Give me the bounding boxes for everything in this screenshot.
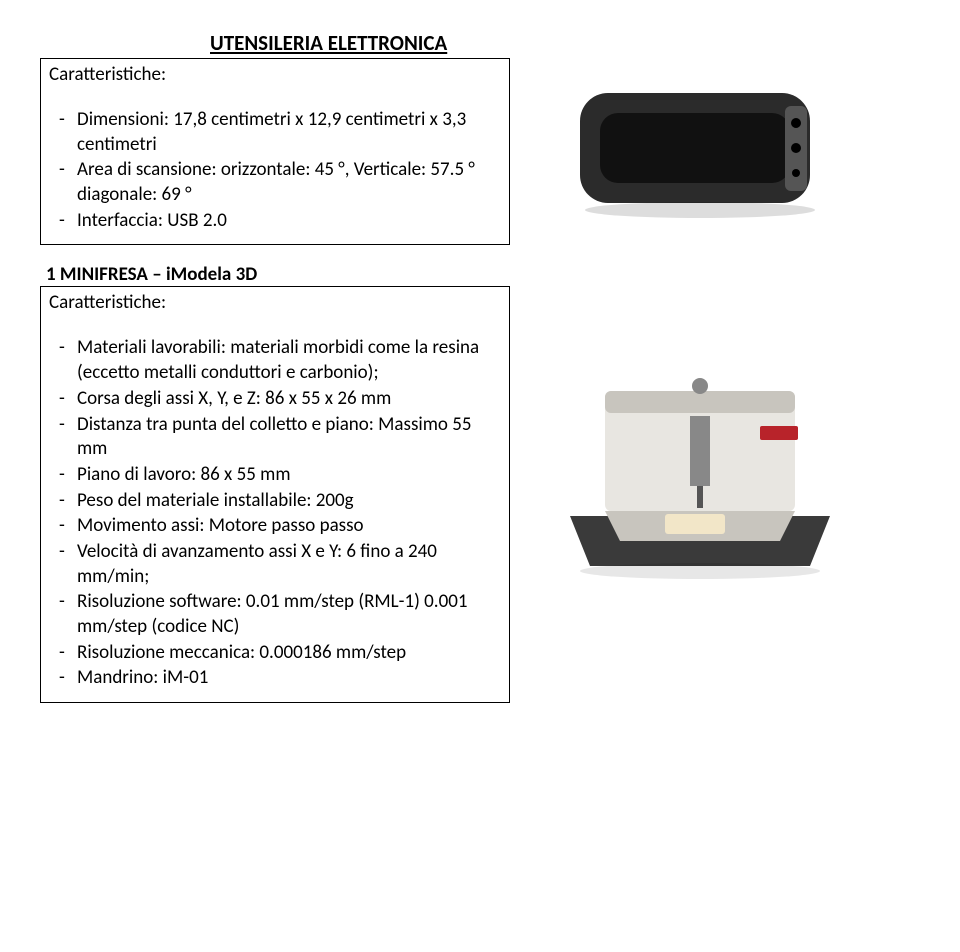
spec-item: Velocità di avanzamento assi X e Y: 6 fi… bbox=[77, 540, 501, 589]
spec-item: Interfaccia: USB 2.0 bbox=[77, 209, 501, 234]
image-mill bbox=[550, 336, 850, 591]
block-mill: Caratteristiche: Materiali lavorabili: m… bbox=[40, 286, 920, 703]
specs-cell-mill: Caratteristiche: Materiali lavorabili: m… bbox=[40, 286, 510, 703]
block-scanner: Caratteristiche: Dimensioni: 17,8 centim… bbox=[40, 58, 920, 245]
specs-list-mill: Materiali lavorabili: materiali morbidi … bbox=[49, 336, 501, 691]
spec-item: Peso del materiale installabile: 200g bbox=[77, 489, 501, 514]
spec-item: Distanza tra punta del colletto e piano:… bbox=[77, 413, 501, 462]
spec-item: Mandrino: iM-01 bbox=[77, 666, 501, 691]
mill-icon bbox=[550, 336, 850, 586]
spec-item: Movimento assi: Motore passo passo bbox=[77, 514, 501, 539]
spec-item: Risoluzione meccanica: 0.000186 mm/step bbox=[77, 641, 501, 666]
spec-item: Dimensioni: 17,8 centimetri x 12,9 centi… bbox=[77, 108, 501, 157]
section-title-minifresa: 1 MINIFRESA – iModela 3D bbox=[46, 263, 920, 286]
spec-item: Corsa degli assi X, Y, e Z: 86 x 55 x 26… bbox=[77, 387, 501, 412]
specs-cell-scanner: Caratteristiche: Dimensioni: 17,8 centim… bbox=[40, 58, 510, 245]
spec-item: Piano di lavoro: 86 x 55 mm bbox=[77, 463, 501, 488]
spec-item: Risoluzione software: 0.01 mm/step (RML-… bbox=[77, 590, 501, 639]
scanner-icon bbox=[550, 68, 850, 238]
page-title: UTENSILERIA ELETTRONICA bbox=[210, 30, 920, 56]
specs-list-scanner: Dimensioni: 17,8 centimetri x 12,9 centi… bbox=[49, 108, 501, 233]
heading-caratteristiche-2: Caratteristiche: bbox=[49, 291, 501, 314]
spec-item: Area di scansione: orizzontale: 45 °, Ve… bbox=[77, 158, 501, 207]
spec-item: Materiali lavorabili: materiali morbidi … bbox=[77, 336, 501, 385]
heading-caratteristiche-1: Caratteristiche: bbox=[49, 63, 501, 86]
image-scanner bbox=[550, 68, 850, 243]
